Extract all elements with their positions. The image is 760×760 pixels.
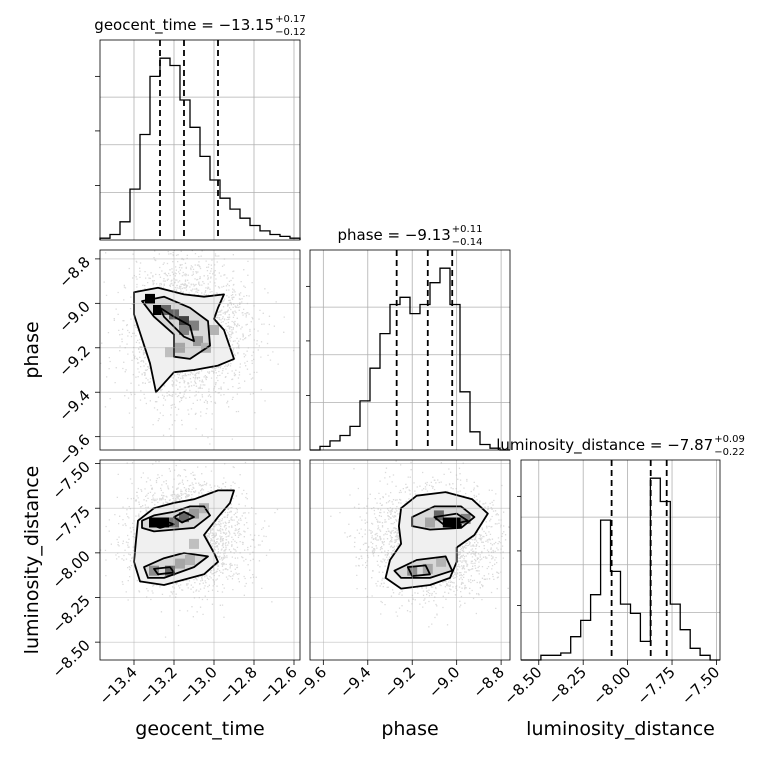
x-tick-label: −13.4 xyxy=(96,663,141,708)
x-axis-label-phase: phase xyxy=(381,718,438,740)
y-tick-label: −9.0 xyxy=(55,297,93,335)
y-axis-luminosity_distance: −8.50−8.25−8.00−7.75−7.50luminosity_dist… xyxy=(21,458,100,681)
density-cell xyxy=(165,347,175,358)
title-sup: +0.17 xyxy=(275,14,306,25)
density-cell xyxy=(153,305,163,315)
contour-line-3 xyxy=(141,505,211,533)
contour-line-1 xyxy=(141,295,211,360)
x-tick-label: −9.6 xyxy=(292,663,330,701)
contour-line-1 xyxy=(406,564,431,577)
density-cell xyxy=(175,558,185,569)
y-axis-label-phase: phase xyxy=(21,321,43,378)
title-sub: −0.12 xyxy=(275,27,306,38)
joint-panel-geocent_time-luminosity_distance xyxy=(99,459,301,661)
joint-content xyxy=(100,250,300,450)
y-tick-label: −9.4 xyxy=(55,386,93,424)
panel-background xyxy=(310,250,510,450)
histogram-step-phase xyxy=(310,267,510,451)
title-sub: −0.22 xyxy=(714,447,745,458)
panel-frame xyxy=(99,249,301,451)
contour-line-2 xyxy=(411,505,476,531)
density-cell xyxy=(179,512,189,523)
density-cell xyxy=(442,517,453,528)
x-axis-label-luminosity_distance: luminosity_distance xyxy=(526,718,715,740)
contour-line-4 xyxy=(143,552,209,579)
joint-panel-geocent_time-phase xyxy=(99,249,301,451)
title-sub: −0.14 xyxy=(452,237,483,248)
title-main: luminosity_distance = −7.87 xyxy=(496,436,713,455)
density-cell xyxy=(149,565,159,576)
panel-frame xyxy=(99,39,301,241)
density-cell xyxy=(193,336,203,347)
histogram-luminosity_distance xyxy=(517,459,721,661)
x-tick-label: −8.00 xyxy=(589,663,634,708)
panel-frame xyxy=(309,249,511,451)
panel-background xyxy=(521,460,720,660)
x-tick-label: −9.0 xyxy=(425,663,463,701)
title-phase: phase = −9.13 +0.11 −0.14 xyxy=(338,224,483,248)
y-tick-label: −8.50 xyxy=(49,636,94,681)
density-cell xyxy=(179,316,189,327)
x-tick-label: −13.0 xyxy=(176,663,221,708)
x-tick-label: −12.8 xyxy=(216,663,261,708)
contour-line-4 xyxy=(384,491,489,590)
title-geocent_time: geocent_time = −13.15 +0.17 −0.12 xyxy=(94,14,305,38)
density-cell xyxy=(159,517,169,528)
y-tick-label: −9.2 xyxy=(55,342,93,380)
x-tick-label: −13.2 xyxy=(136,663,181,708)
y-tick-label: −7.75 xyxy=(49,502,94,547)
title-sup: +0.11 xyxy=(452,224,483,235)
x-tick-label: −8.50 xyxy=(500,663,545,708)
x-axis-luminosity_distance: −8.50 −8.25 −8.00 −7.75 −7.50 luminosity_dist… xyxy=(500,660,723,740)
x-tick-label: −7.75 xyxy=(634,663,679,708)
contour-line-2 xyxy=(133,286,235,394)
contour-line-1 xyxy=(173,510,195,524)
y-tick-label: −8.8 xyxy=(55,253,93,291)
x-tick-label: −9.2 xyxy=(381,663,419,701)
density-cell xyxy=(179,325,189,335)
joint-content xyxy=(310,460,510,660)
y-tick-label: −8.25 xyxy=(49,592,94,637)
histogram-step-luminosity_distance xyxy=(521,477,720,661)
title-luminosity_distance: luminosity_distance = −7.87 +0.09 −0.22 xyxy=(496,434,745,458)
joint-panel-phase-luminosity_distance xyxy=(309,459,511,661)
y-tick-label: −8.00 xyxy=(49,547,94,592)
x-tick-label: −8.25 xyxy=(545,663,590,708)
title-main: phase = −9.13 xyxy=(338,226,451,244)
title-main: geocent_time = −13.15 xyxy=(94,16,274,35)
panel-frame xyxy=(520,459,721,661)
y-axis-label-luminosity_distance: luminosity_distance xyxy=(21,466,43,655)
density-cell xyxy=(189,538,199,549)
x-tick-label: −7.50 xyxy=(678,663,723,708)
density-cell xyxy=(433,510,444,521)
density-cell xyxy=(189,320,199,331)
panel-frame xyxy=(309,459,511,661)
x-axis-label-geocent_time: geocent_time xyxy=(135,718,264,740)
panel-frame xyxy=(99,459,301,661)
histogram-step-geocent_time xyxy=(99,57,301,240)
x-tick-label: −9.4 xyxy=(336,663,374,701)
density-cell xyxy=(189,508,199,519)
density-cell xyxy=(165,565,175,576)
contour-line-5 xyxy=(133,489,235,586)
density-cell xyxy=(185,555,195,565)
title-sup: +0.09 xyxy=(714,434,745,445)
density-cell xyxy=(161,305,171,315)
histogram-phase xyxy=(306,249,511,451)
density-cell xyxy=(436,556,447,567)
contour-line-0 xyxy=(433,512,469,527)
joint-content xyxy=(100,460,300,660)
density-cell xyxy=(425,517,435,528)
histogram-geocent_time xyxy=(95,39,301,241)
